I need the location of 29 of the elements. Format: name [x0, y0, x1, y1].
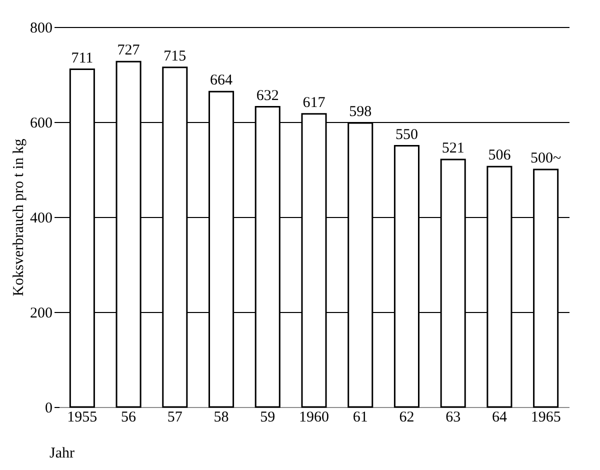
x-tick-label: 1960: [299, 410, 329, 426]
data-label: 598: [349, 104, 372, 120]
y-tick-label: 400: [30, 210, 52, 226]
data-label: 521: [442, 140, 464, 157]
data-label: 550: [395, 126, 418, 143]
x-tick-label: 63: [446, 410, 461, 426]
x-tick-label: 64: [492, 410, 508, 426]
x-tick-label: 59: [260, 410, 276, 426]
data-label: 711: [71, 50, 94, 66]
y-axis-title: Koksverbrauch pro t in kg: [11, 138, 27, 296]
x-tick-label: 57: [167, 410, 183, 426]
data-label: 617: [302, 94, 326, 111]
x-tick-label: 62: [399, 410, 414, 426]
data-label: 632: [256, 88, 279, 104]
x-tick-label: 1965: [530, 410, 561, 426]
y-tick-label: 0: [45, 400, 52, 416]
x-tick-label: 61: [352, 410, 368, 426]
x-axis-title: Jahr: [50, 446, 74, 462]
x-tick-label: 56: [121, 410, 137, 426]
data-label: 727: [117, 42, 140, 59]
y-tick-label: 600: [30, 116, 52, 132]
x-tick-label: 58: [214, 410, 229, 426]
y-tick-label: 800: [30, 20, 52, 36]
data-label: 500~: [530, 150, 562, 166]
data-label: 506: [488, 148, 512, 164]
data-label: 664: [210, 72, 234, 89]
x-tick-label: 1955: [67, 410, 98, 426]
y-tick-label: 200: [30, 306, 52, 322]
data-label: 715: [164, 48, 186, 64]
